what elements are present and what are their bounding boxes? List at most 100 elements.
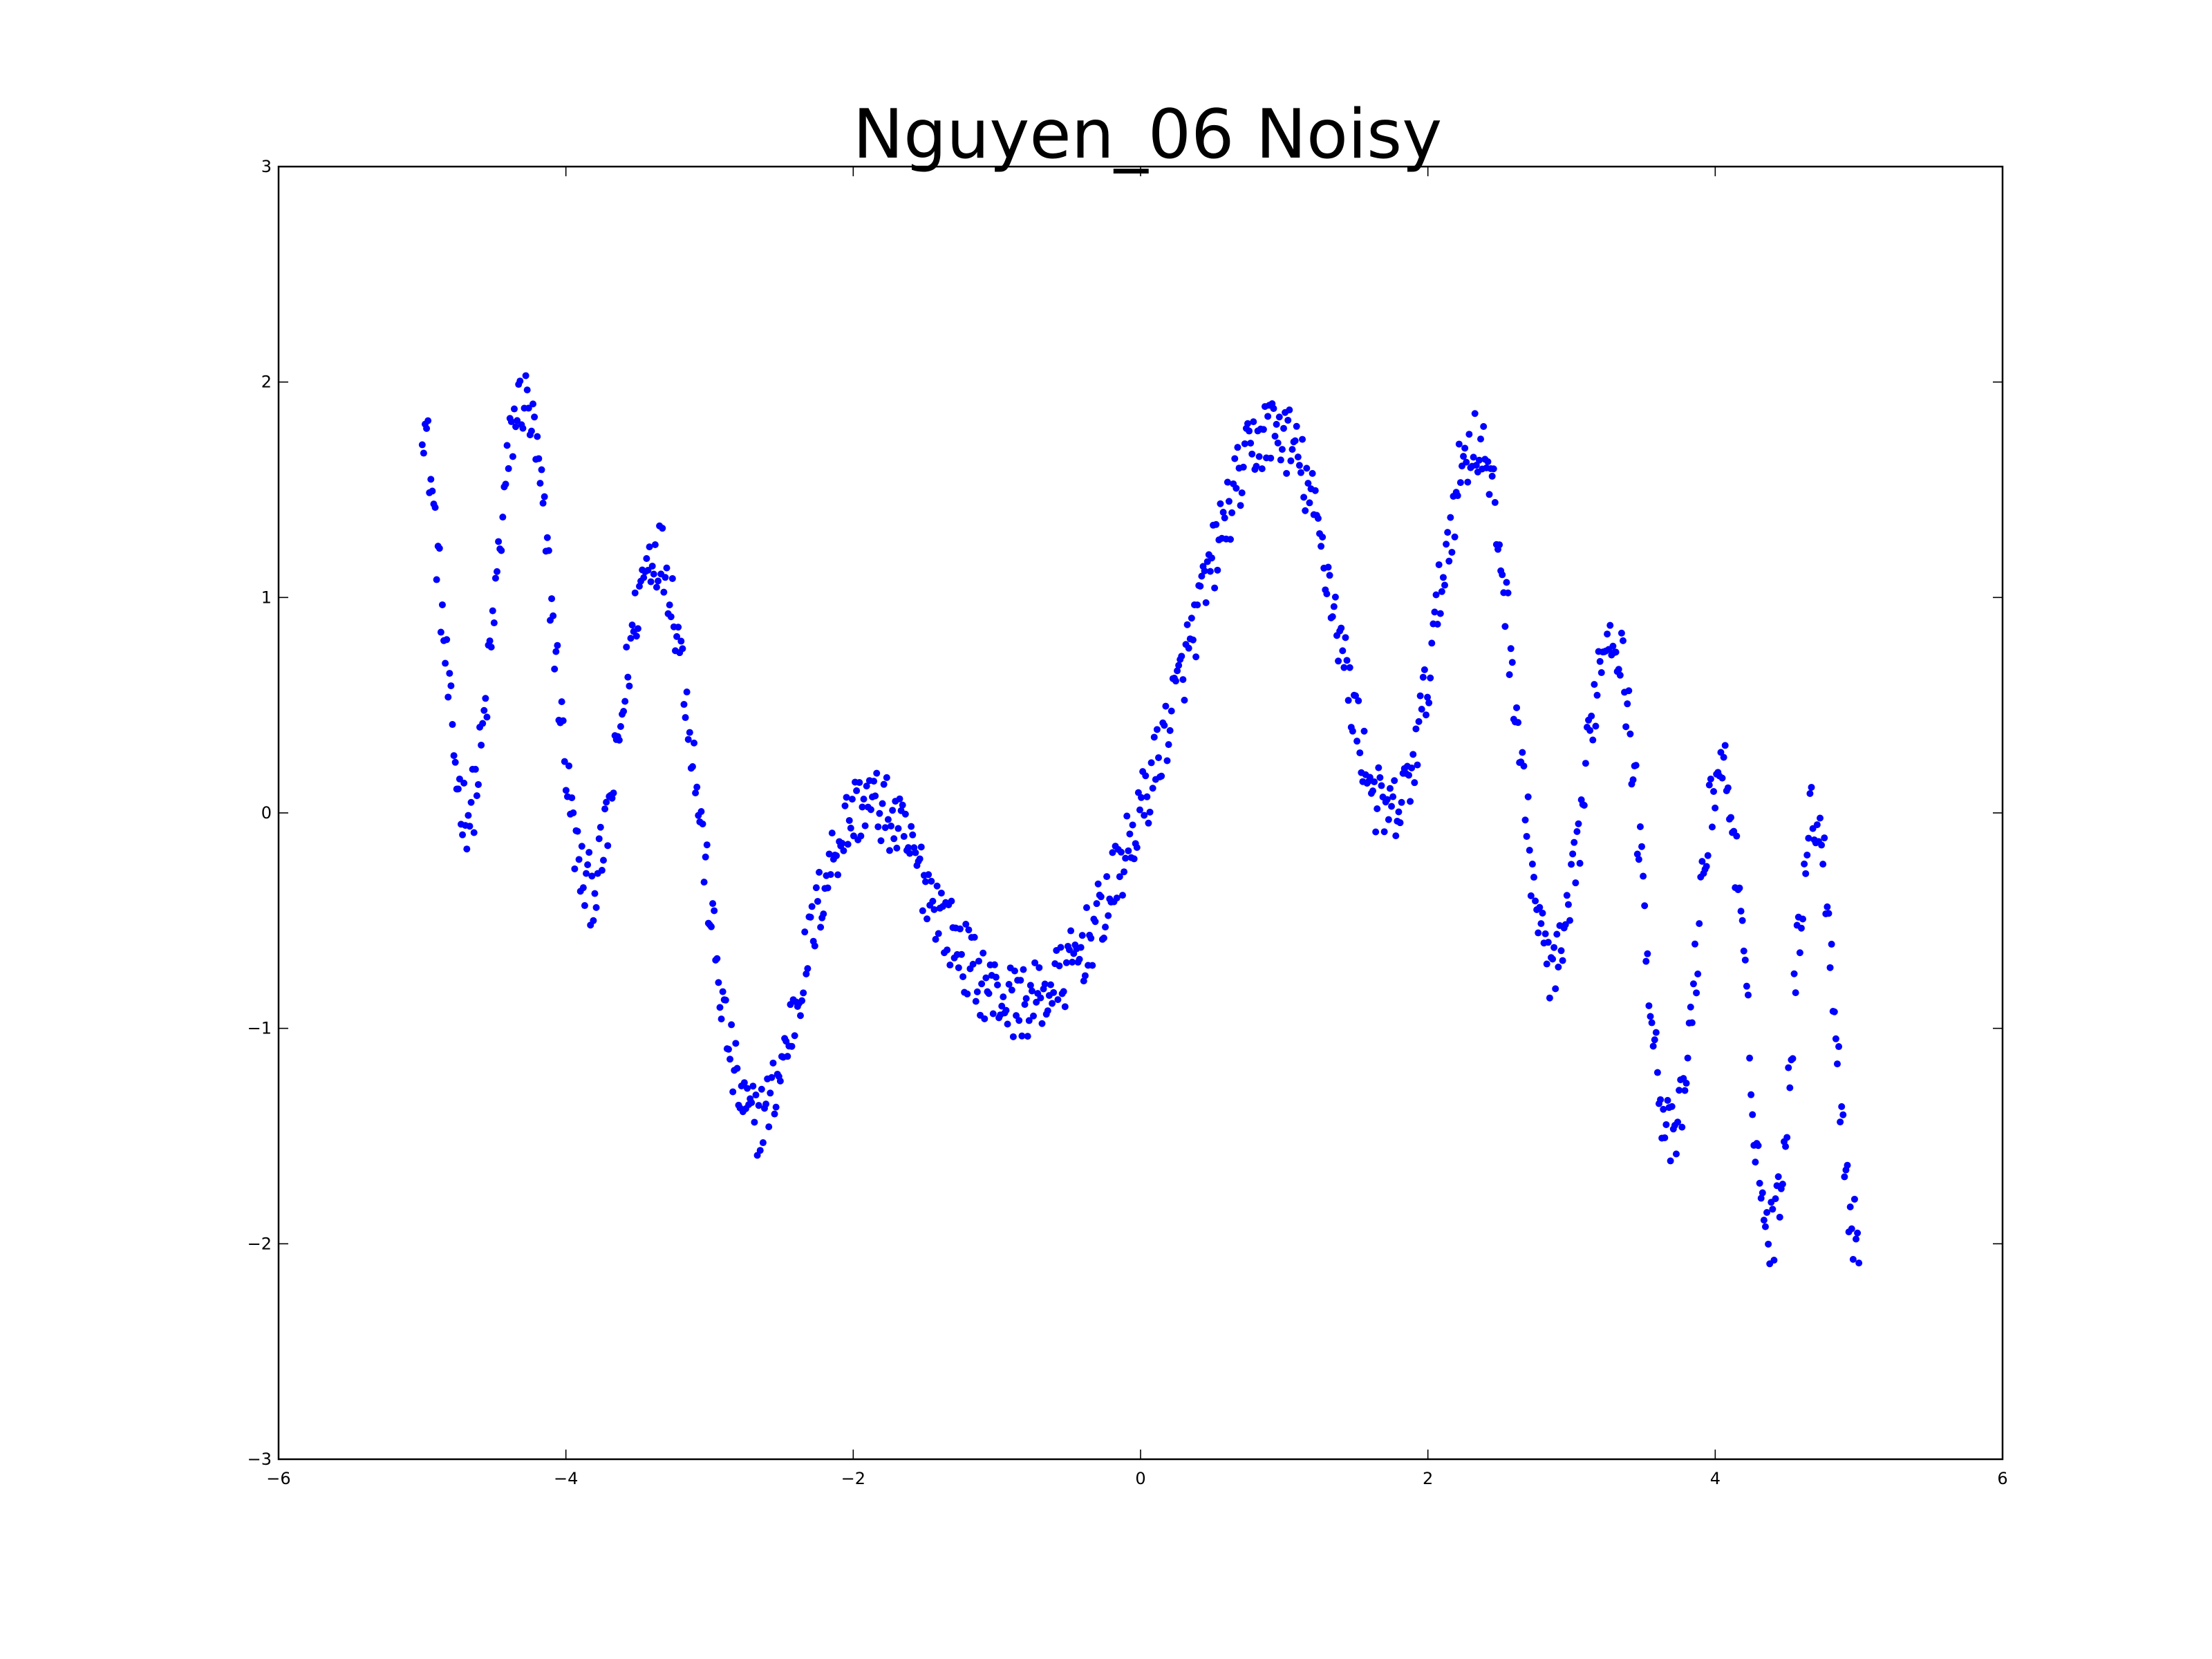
data-point [525,404,532,412]
data-point [1543,960,1550,968]
data-point [796,1012,804,1020]
data-point [621,697,629,705]
data-point [756,1147,764,1154]
data-point [1273,420,1280,428]
data-point [1573,828,1581,836]
data-point [463,845,471,853]
data-point [1490,465,1497,473]
data-point [1668,1103,1676,1110]
data-point [877,837,885,845]
data-point [541,493,548,500]
data-point [1844,1161,1851,1169]
data-point [1422,711,1430,719]
data-point [1471,410,1479,418]
data-point [1833,1060,1841,1068]
data-point [1532,897,1539,905]
data-point [1340,664,1348,671]
data-point [1785,1064,1792,1071]
data-point [1179,676,1187,684]
data-point [1123,812,1131,820]
data-point [1395,808,1403,816]
data-point [692,789,700,797]
data-point [565,762,573,769]
data-point [1274,439,1282,447]
data-point [1546,994,1553,1002]
data-point [1291,437,1299,444]
data-point [1661,1134,1669,1141]
data-point [1496,541,1503,549]
data-point [1776,1213,1783,1221]
data-point [1025,1017,1033,1024]
data-point [971,933,978,941]
data-point [1284,416,1292,424]
data-point [604,842,612,850]
data-point [1221,514,1228,522]
data-point [919,907,926,915]
data-point [1477,435,1485,443]
data-point [627,635,635,642]
data-point [768,1074,776,1081]
data-point [433,576,440,583]
data-point [784,1053,791,1060]
data-point [1378,782,1385,789]
data-point [1166,727,1174,734]
data-point [1145,819,1152,827]
data-point [1022,995,1030,1002]
data-point [1097,893,1105,901]
data-point [1803,851,1811,859]
data-point [1326,572,1333,579]
data-point [889,807,897,814]
data-point [812,884,820,892]
data-point [1435,561,1443,568]
data-point [798,997,806,1004]
data-point [1049,1000,1056,1007]
data-point [632,632,640,640]
data-point [1470,453,1477,461]
data-point [994,981,1001,988]
data-point [1783,1134,1791,1141]
data-point [1615,666,1622,673]
data-point [1103,873,1111,881]
data-point [1760,1217,1768,1224]
data-point [490,619,498,627]
data-point [1117,848,1125,856]
data-point [1464,478,1472,486]
data-point [1480,423,1488,431]
data-point [523,386,531,394]
data-point [769,1059,777,1067]
data-point [1749,1111,1756,1118]
data-point [1346,664,1353,671]
data-point [965,926,973,934]
data-point [1523,832,1530,840]
data-point [1133,844,1141,851]
data-point [683,688,691,696]
data-point [615,736,623,744]
data-point [1353,738,1361,745]
data-point [686,729,693,736]
data-point [601,805,609,813]
data-point [662,574,669,581]
data-point [1557,947,1565,955]
y-tick-label: 3 [261,157,272,176]
data-point [1597,669,1605,677]
data-point [1839,1111,1847,1118]
data-point [1609,642,1617,650]
data-point [1418,706,1425,713]
data-point [443,636,451,644]
data-point [700,879,708,886]
data-point [1030,1012,1038,1020]
data-point [1324,563,1332,571]
data-point [1765,1240,1772,1248]
data-point [1212,521,1220,528]
data-point [1636,823,1644,830]
data-point [1339,647,1347,655]
data-point [1801,860,1808,868]
data-point [1067,927,1075,935]
data-point [1710,787,1718,795]
data-point [1061,1003,1069,1011]
x-tick-label: 6 [1997,1469,2007,1488]
data-point [956,925,964,932]
data-point [1253,462,1260,470]
data-point [427,476,435,483]
data-point [1606,621,1614,629]
